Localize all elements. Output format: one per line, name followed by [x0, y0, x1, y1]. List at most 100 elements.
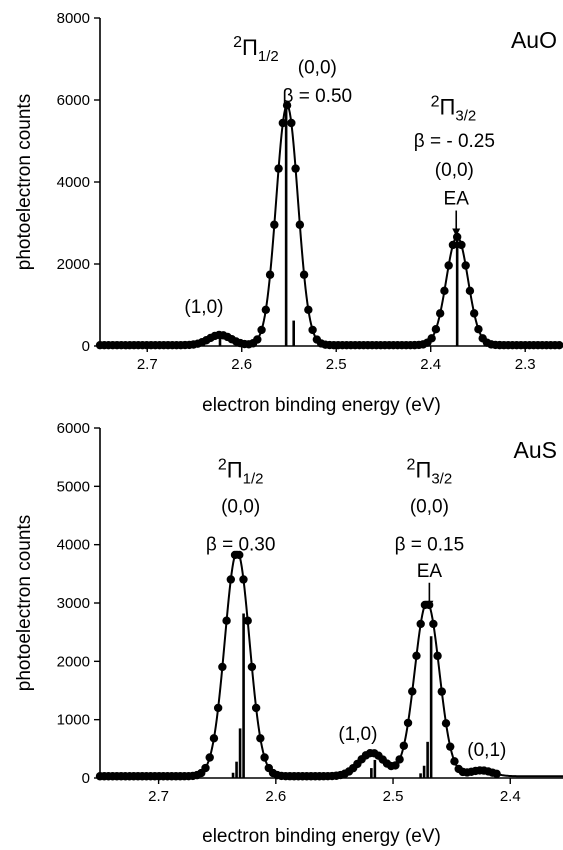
x-tick-label: 2.4	[500, 788, 521, 805]
data-point	[416, 619, 425, 629]
state-label: 2Π3/2	[407, 457, 453, 488]
y-tick-label: 1000	[57, 712, 90, 729]
data-point	[251, 703, 261, 713]
peak-annotation: (0,0)	[221, 497, 260, 518]
data-point	[222, 616, 231, 625]
peak-annotation: (1,0)	[184, 297, 223, 318]
data-point	[304, 305, 313, 315]
data-point	[256, 734, 265, 743]
peak-annotation: (1,0)	[338, 724, 377, 745]
data-point	[412, 651, 421, 660]
data-point	[469, 309, 479, 318]
x-tick-label: 2.4	[420, 356, 441, 373]
y-tick-label: 6000	[57, 92, 90, 109]
data-point	[492, 769, 501, 779]
data-point	[441, 719, 451, 728]
data-point	[457, 240, 466, 250]
y-tick-label: 5000	[57, 478, 90, 495]
data-point	[226, 575, 236, 584]
y-tick-label: 0	[82, 338, 90, 355]
data-point	[253, 335, 262, 344]
x-tick-label: 2.6	[231, 356, 252, 373]
x-axis-title: electron binding energy (eV)	[202, 395, 441, 416]
data-point	[299, 270, 309, 279]
x-tick-label: 2.5	[383, 788, 404, 805]
x-tick-label: 2.6	[265, 788, 286, 805]
y-tick-label: 3000	[57, 595, 90, 612]
state-label: 2Π1/2	[233, 34, 279, 65]
panel-title: AuO	[511, 27, 557, 53]
data-point	[201, 763, 210, 773]
data-point	[257, 325, 266, 335]
data-point	[474, 325, 483, 334]
data-point	[446, 742, 455, 751]
peak-annotation: EA	[444, 189, 470, 210]
peak-annotation: (0,1)	[467, 740, 506, 761]
data-point	[247, 662, 257, 672]
data-point	[235, 550, 244, 560]
data-point	[461, 261, 470, 270]
data-point	[278, 118, 288, 128]
data-point	[440, 286, 449, 296]
data-point	[261, 305, 271, 315]
peak-annotation: EA	[417, 561, 443, 582]
y-axis-title: photoelectron counts	[14, 515, 35, 691]
data-point	[427, 334, 436, 343]
state-label: 2Π1/2	[218, 457, 264, 488]
x-tick-label: 2.7	[148, 788, 169, 805]
y-tick-label: 0	[82, 770, 90, 787]
ea-arrowhead	[425, 600, 434, 609]
aus-panel: 0 1000 2000 3000 4000 5000 6000 2.7 2.6 2.5 2.4 ele…	[14, 420, 563, 847]
data-point	[218, 662, 227, 672]
panel-title: AuS	[514, 437, 557, 463]
peak-annotation: β = 0.50	[283, 86, 353, 107]
data-point	[448, 240, 458, 250]
data-point	[239, 575, 248, 584]
data-point	[465, 286, 475, 296]
x-tick-label: 2.7	[137, 356, 158, 373]
y-tick-label: 6000	[57, 420, 90, 437]
y-tick-label: 8000	[57, 10, 90, 27]
data-point	[287, 118, 296, 128]
data-point	[260, 753, 269, 762]
data-point	[270, 220, 279, 229]
data-point	[444, 261, 453, 270]
data-point	[295, 220, 305, 229]
x-tick-label: 2.3	[515, 356, 536, 373]
data-point	[282, 101, 292, 110]
peak-annotation: β = 0.30	[206, 535, 276, 556]
data-point	[399, 741, 409, 750]
data-point	[243, 616, 252, 625]
y-tick-label: 4000	[57, 174, 90, 191]
data-point	[291, 164, 300, 173]
data-point	[205, 753, 214, 762]
y-tick-label: 2000	[57, 256, 90, 273]
data-point	[274, 164, 283, 173]
peak-annotation: (0,0)	[435, 160, 474, 181]
data-point	[431, 325, 441, 334]
peak-annotation: β = - 0.25	[414, 131, 495, 152]
peak-annotation: (0,0)	[410, 497, 449, 518]
data-point	[395, 755, 404, 764]
data-point	[429, 619, 438, 629]
data-point	[308, 325, 317, 335]
ea-arrowhead	[452, 228, 461, 237]
data-point	[408, 687, 417, 696]
data-point	[452, 232, 462, 242]
data-point	[213, 703, 223, 713]
state-label: 2Π3/2	[431, 93, 477, 124]
auo-panel: 0 2000 4000 6000 8000 2.7 2.6 2.5 2.4 2.3 electron…	[14, 10, 563, 416]
data-point	[265, 270, 275, 279]
peak-annotation: (0,0)	[298, 57, 337, 78]
data-point	[391, 761, 400, 770]
y-tick-label: 2000	[57, 653, 90, 670]
x-axis-title: electron binding energy (eV)	[202, 826, 441, 847]
y-tick-label: 4000	[57, 537, 90, 554]
data-point	[435, 309, 445, 318]
y-axis-title: photoelectron counts	[14, 94, 35, 270]
data-point	[209, 734, 219, 743]
peak-annotation: β = 0.15	[395, 535, 465, 556]
data-point	[555, 340, 563, 350]
data-point	[437, 687, 446, 696]
